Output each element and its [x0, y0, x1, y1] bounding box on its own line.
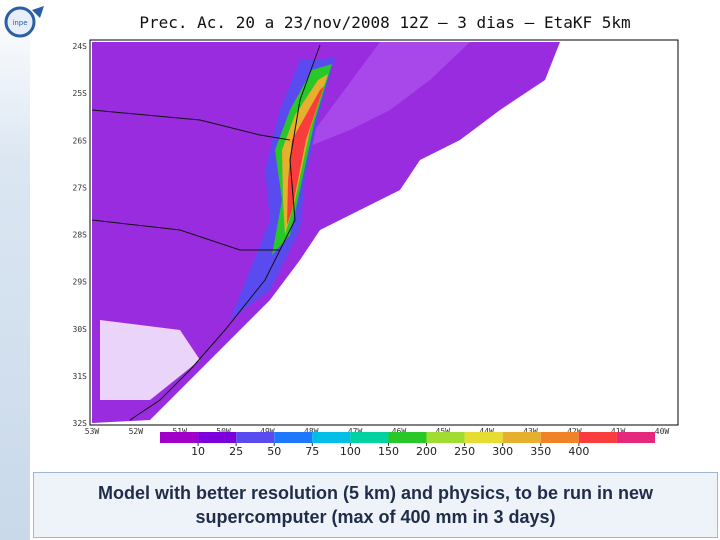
colorbar-label: 400 [568, 445, 589, 458]
colorbar-segment [616, 432, 655, 443]
caption-line: supercomputer (max of 400 mm in 3 days) [195, 507, 556, 527]
lon-label: 44W [479, 427, 494, 436]
lon-label: 49W [260, 427, 275, 436]
map-frame [89, 39, 679, 426]
lat-label: 32S [73, 419, 88, 428]
lon-label: 50W [216, 427, 231, 436]
lon-label: 48W [304, 427, 319, 436]
colorbar-label: 75 [305, 445, 319, 458]
colorbar-segment [388, 432, 427, 443]
lon-label: 43W [523, 427, 538, 436]
colorbar-segment [274, 432, 313, 443]
sidebar [0, 0, 30, 540]
lat-label: 30S [73, 325, 88, 334]
colorbar-segment [160, 432, 199, 443]
colorbar-segment [312, 432, 351, 443]
colorbar-label: 150 [378, 445, 399, 458]
colorbar-segment [578, 432, 617, 443]
svg-text:inpe: inpe [12, 19, 27, 27]
lat-label: 31S [73, 372, 88, 381]
colorbar-segment [198, 432, 237, 443]
map-title: Prec. Ac. 20 a 23/nov/2008 12Z – 3 dias … [139, 13, 630, 32]
lon-label: 51W [172, 427, 187, 436]
colorbar-label: 200 [416, 445, 437, 458]
lon-label: 53W [85, 427, 100, 436]
map-field [90, 40, 678, 425]
colorbar-label: 50 [267, 445, 281, 458]
colorbar-segment [236, 432, 275, 443]
lon-label: 40W [655, 427, 670, 436]
lat-label: 26S [73, 136, 88, 145]
lon-label: 47W [348, 427, 363, 436]
lat-label: 27S [73, 183, 88, 192]
colorbar: 10 25 50 75 100 150 200 250 300 350 400 [160, 432, 655, 458]
lat-label: 24S [73, 42, 88, 51]
caption: Model with better resolution (5 km) and … [33, 472, 718, 538]
lon-label: 42W [567, 427, 582, 436]
colorbar-segment [540, 432, 579, 443]
lat-label: 29S [73, 278, 88, 287]
colorbar-label: 300 [492, 445, 513, 458]
colorbar-segment [350, 432, 389, 443]
colorbar-label: 10 [191, 445, 205, 458]
colorbar-label: 350 [530, 445, 551, 458]
colorbar-label: 25 [229, 445, 243, 458]
lon-label: 45W [436, 427, 451, 436]
logo: inpe [4, 6, 44, 38]
lon-label: 46W [392, 427, 407, 436]
lat-label: 28S [73, 231, 88, 240]
colorbar-label: 100 [340, 445, 361, 458]
caption-line: Model with better resolution (5 km) and … [97, 483, 654, 503]
lat-label: 25S [73, 89, 88, 98]
colorbar-segment [464, 432, 503, 443]
colorbar-segment [426, 432, 465, 443]
colorbar-segment [502, 432, 541, 443]
lon-label: 41W [611, 427, 626, 436]
lon-label: 52W [129, 427, 144, 436]
map-figure: Prec. Ac. 20 a 23/nov/2008 12Z – 3 dias … [73, 13, 679, 458]
colorbar-label: 250 [454, 445, 475, 458]
